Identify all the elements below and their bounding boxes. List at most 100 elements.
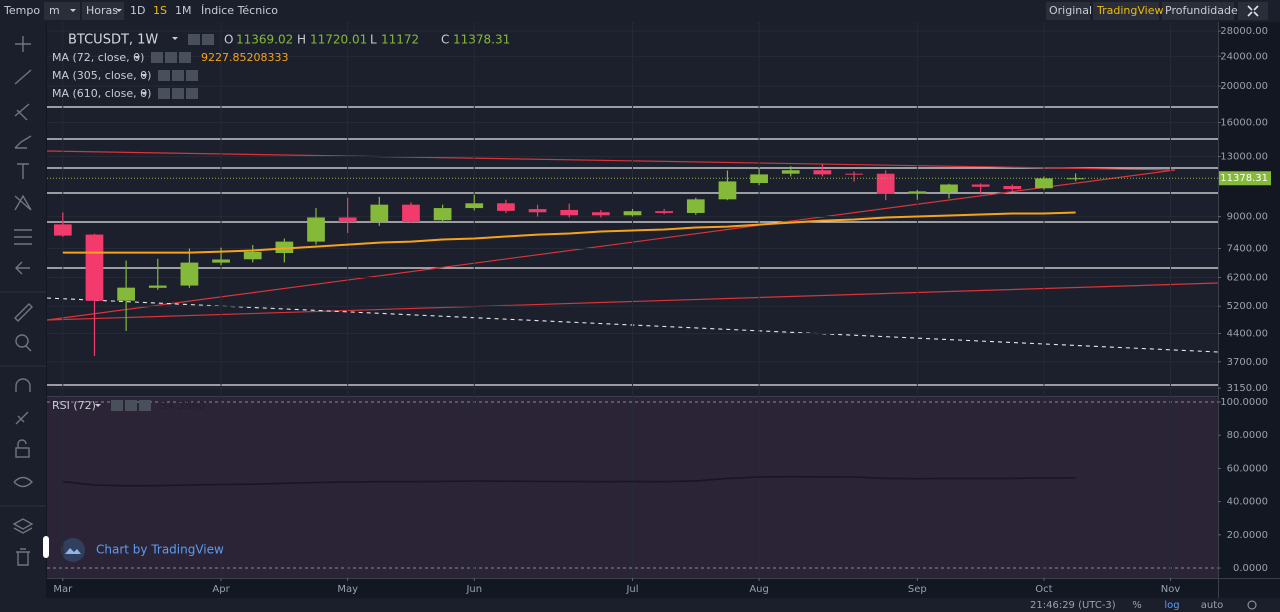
interval-button[interactable]: 1M	[175, 4, 192, 17]
view-tab[interactable]	[1093, 2, 1159, 20]
y-tick-label: 4400.00	[1227, 328, 1268, 339]
indicator-button[interactable]: Índice Técnico	[201, 4, 278, 17]
y-tick-label: 0.0000	[1233, 563, 1268, 574]
ohlc-label: O	[224, 33, 233, 47]
candle-body	[402, 204, 420, 223]
candle-body	[370, 204, 389, 223]
dropdown[interactable]	[82, 2, 124, 20]
top-bar	[0, 0, 1280, 22]
candle-body	[528, 209, 547, 213]
candle-body	[1066, 178, 1085, 180]
ohlc-label: C	[441, 33, 449, 47]
candle-body	[338, 217, 357, 223]
x-tick-label: Mar	[53, 584, 73, 595]
candle-body	[750, 174, 768, 184]
candle-body	[85, 234, 104, 301]
indicator-label[interactable]: MA (305, close, 0)	[52, 69, 151, 82]
y-tick-label: 6200.00	[1227, 272, 1268, 283]
candle-body	[497, 203, 515, 211]
ohlc-value: 11172	[381, 33, 419, 47]
x-tick-label: Nov	[1161, 584, 1181, 595]
y-tick-label: 40.0000	[1227, 497, 1268, 508]
x-tick-label: Oct	[1035, 584, 1052, 595]
dropdown-label[interactable]: m	[49, 4, 60, 17]
candle-body	[623, 211, 642, 216]
candle-body	[275, 241, 294, 254]
y-tick-label: 3150.00	[1227, 383, 1268, 394]
fullscreen-button[interactable]	[1238, 2, 1268, 20]
drawings	[46, 106, 1219, 569]
indicator-label[interactable]: MA (610, close, 0)	[52, 87, 151, 100]
candle-body	[813, 170, 832, 175]
view-tab-label[interactable]: Profundidade	[1165, 4, 1238, 17]
y-tick-label: 24000.00	[1220, 51, 1268, 62]
watermark-icon	[65, 548, 81, 554]
candle-body	[718, 181, 737, 200]
candle-body	[971, 184, 990, 187]
toolbar-label: Tempo	[3, 4, 40, 17]
candle-body	[686, 199, 705, 213]
symbol: BTCUSDT, 1W	[68, 33, 158, 48]
scale-button[interactable]: %	[1132, 600, 1142, 611]
dropdown[interactable]	[44, 2, 80, 20]
interval-button[interactable]: 1D	[130, 4, 145, 17]
x-tick-label: Sep	[908, 584, 927, 595]
chart-layer: Mar Apr May Jun Jul Aug Sep Oct Nov 28000.00 24000…	[47, 22, 1271, 595]
view-tab-label[interactable]: Original	[1049, 4, 1092, 17]
y-tick-label: 3700.00	[1227, 357, 1268, 368]
candle-body	[180, 262, 199, 286]
candle-body	[940, 184, 958, 193]
ohlc-value: 11720.01	[310, 33, 367, 47]
y-tick-label: 9000.00	[1227, 212, 1268, 223]
y-tick-label: 16000.00	[1220, 118, 1268, 129]
rsi-line	[62, 475, 1076, 487]
scale-button[interactable]: log	[1164, 600, 1179, 611]
indicator-value: 54.3560	[160, 399, 206, 412]
candle-body	[307, 217, 325, 242]
watermark[interactable]: Chart by TradingView	[96, 543, 224, 557]
y-tick-label: 60.0000	[1227, 463, 1268, 474]
indicator-label[interactable]: MA (72, close, 0)	[52, 51, 144, 64]
y-tick-label: 80.0000	[1227, 430, 1268, 441]
candle-body	[212, 259, 230, 263]
clock: 21:46:29 (UTC-3)	[1030, 600, 1116, 611]
tool-icons[interactable]	[0, 36, 49, 566]
indicator-value: 9227.85208333	[201, 51, 288, 64]
view-tab-label[interactable]: TradingView	[1096, 4, 1163, 17]
moving-average-line	[62, 211, 1076, 254]
dropdown-label[interactable]: Horas	[86, 4, 118, 17]
ohlc-label: L	[370, 33, 377, 47]
indicator-label[interactable]: RSI (72)	[52, 399, 96, 412]
left-toolbar	[0, 22, 46, 612]
ohlc-label: H	[297, 33, 306, 47]
scale-button[interactable]: auto	[1201, 600, 1224, 611]
view-tab[interactable]	[1162, 2, 1234, 20]
candle-body	[433, 208, 452, 221]
x-tick-label: Apr	[212, 584, 230, 595]
interval-button[interactable]: 1S	[153, 4, 167, 17]
y-tick-label: 13000.00	[1220, 151, 1268, 162]
ohlc-value: 11369.02	[236, 33, 293, 47]
x-tick-label: May	[337, 584, 358, 595]
x-tick-label: Jun	[465, 584, 482, 595]
candle-body	[1035, 178, 1053, 189]
y-tick-label: 7400.00	[1227, 244, 1268, 255]
settings-icon[interactable]	[1247, 600, 1257, 610]
candle-body	[845, 173, 863, 175]
legend-buttons[interactable]	[95, 34, 214, 411]
candle-body	[560, 209, 579, 216]
dropdown-arrow	[70, 9, 122, 12]
candle-body	[243, 251, 262, 260]
candle-body	[591, 212, 610, 216]
candle-body	[655, 211, 674, 213]
view-tab[interactable]	[1046, 2, 1090, 20]
candle-body	[781, 170, 800, 174]
candle-body	[1003, 186, 1022, 190]
watermark-icon	[61, 538, 85, 562]
status-bar	[0, 598, 1280, 612]
last-price-box	[1219, 171, 1271, 186]
ohlc-value: 11378.31	[453, 33, 510, 47]
x-tick-label: Jul	[625, 584, 638, 595]
